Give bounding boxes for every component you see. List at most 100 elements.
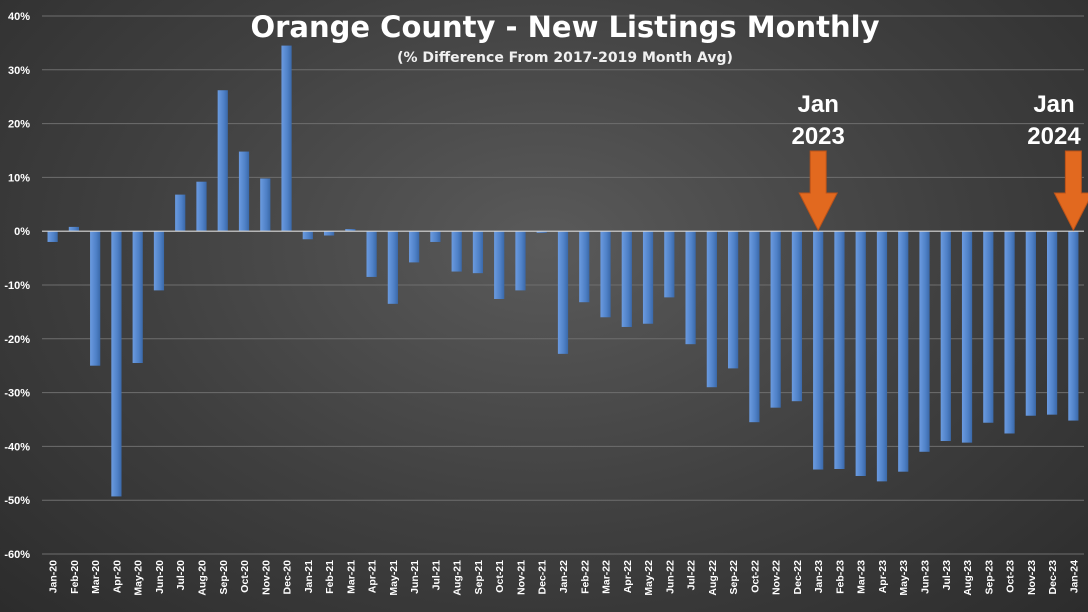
annotation-2023: Jan 2023 bbox=[791, 91, 845, 232]
x-tick-label: Aug-23 bbox=[962, 560, 974, 596]
bar-aug-22 bbox=[706, 231, 717, 388]
bar-aug-21 bbox=[451, 231, 462, 272]
y-tick-label: 30% bbox=[8, 65, 30, 77]
y-tick-label: 20% bbox=[8, 119, 30, 131]
bar-may-22 bbox=[642, 231, 654, 324]
bar-may-23 bbox=[898, 231, 909, 472]
bar-oct-23 bbox=[1004, 231, 1015, 434]
bar-feb-22 bbox=[579, 231, 590, 303]
x-tick-label: Oct-22 bbox=[749, 560, 761, 593]
x-tick-label: Mar-22 bbox=[601, 560, 613, 594]
bar-feb-23 bbox=[834, 231, 845, 469]
bar-oct-21 bbox=[494, 231, 505, 299]
annotation-label-year: 2024 bbox=[1027, 123, 1081, 150]
bar-mar-21 bbox=[345, 229, 356, 232]
x-tick-label: Jan-24 bbox=[1068, 560, 1080, 593]
bar-jan-23 bbox=[813, 231, 824, 470]
down-arrow-icon bbox=[1053, 150, 1088, 232]
bar-nov-20 bbox=[260, 178, 271, 232]
annotation-label-month: Jan bbox=[1033, 91, 1074, 118]
x-tick-label: Feb-20 bbox=[69, 560, 81, 594]
y-tick-label: -60% bbox=[4, 549, 30, 561]
x-tick-label: Dec-21 bbox=[537, 560, 549, 595]
annotation-label-month: Jan bbox=[798, 91, 839, 118]
bar-apr-21 bbox=[366, 231, 377, 277]
x-tick-label: Sep-23 bbox=[983, 560, 995, 595]
bar-nov-22 bbox=[770, 231, 781, 408]
bar-feb-20 bbox=[68, 226, 80, 232]
bar-jan-21 bbox=[302, 231, 313, 240]
x-tick-label: Jun-21 bbox=[409, 560, 421, 594]
y-tick-label: -40% bbox=[4, 441, 30, 453]
x-tick-label: Apr-21 bbox=[367, 560, 379, 593]
x-tick-label: Sep-22 bbox=[728, 560, 740, 595]
bar-jul-20 bbox=[175, 194, 186, 232]
y-tick-label: -20% bbox=[4, 334, 30, 346]
x-tick-label: Dec-22 bbox=[792, 560, 804, 595]
x-tick-label: Oct-20 bbox=[239, 560, 251, 593]
x-tick-label: Feb-21 bbox=[324, 560, 336, 594]
bar-jul-21 bbox=[430, 231, 441, 242]
bar-mar-23 bbox=[855, 231, 866, 476]
bar-jan-20 bbox=[47, 231, 58, 242]
x-tick-label: Sep-21 bbox=[473, 560, 485, 595]
x-tick-label: Oct-23 bbox=[1005, 560, 1017, 593]
bar-nov-21 bbox=[515, 231, 526, 291]
bar-apr-22 bbox=[621, 231, 632, 327]
bar-dec-21 bbox=[536, 231, 547, 233]
x-tick-label: Nov-22 bbox=[771, 560, 783, 595]
bar-sep-22 bbox=[728, 231, 739, 369]
bar-jul-23 bbox=[940, 231, 951, 442]
x-tick-label: May-20 bbox=[133, 560, 145, 596]
bar-sep-23 bbox=[983, 231, 994, 423]
annotations: Jan 2023 Jan 2024 bbox=[791, 91, 1088, 232]
x-tick-label: May-21 bbox=[388, 560, 400, 596]
bar-sep-20 bbox=[217, 90, 228, 232]
bar-aug-20 bbox=[196, 181, 207, 232]
x-tick-label: Jul-20 bbox=[175, 560, 187, 591]
bar-jan-24 bbox=[1068, 231, 1079, 421]
x-tick-label: Aug-20 bbox=[196, 560, 208, 596]
x-tick-label: Feb-23 bbox=[834, 560, 846, 594]
bar-mar-20 bbox=[90, 231, 101, 366]
x-tick-label: Apr-20 bbox=[111, 560, 123, 593]
x-tick-label: Jul-23 bbox=[941, 560, 953, 591]
bar-may-21 bbox=[387, 231, 398, 304]
chart-subtitle: (% Difference From 2017-2019 Month Avg) bbox=[397, 50, 733, 66]
bar-apr-23 bbox=[876, 231, 888, 482]
x-tick-label: Jan-22 bbox=[558, 560, 570, 593]
x-tick-label: Jul-22 bbox=[686, 560, 698, 591]
bar-apr-20 bbox=[111, 231, 122, 497]
annotation-2024: Jan 2024 bbox=[1027, 91, 1088, 232]
x-tick-label: Dec-23 bbox=[1047, 560, 1059, 595]
x-tick-label: Aug-22 bbox=[707, 560, 719, 596]
bar-jul-22 bbox=[685, 231, 696, 345]
bar-nov-23 bbox=[1025, 231, 1036, 416]
x-tick-label: Jan-23 bbox=[813, 560, 825, 593]
bar-jun-22 bbox=[664, 231, 675, 298]
bar-oct-22 bbox=[749, 231, 760, 423]
x-tick-label: Apr-22 bbox=[622, 560, 634, 593]
bars bbox=[47, 45, 1079, 497]
x-tick-label: May-23 bbox=[898, 560, 910, 596]
bar-may-20 bbox=[132, 231, 143, 364]
x-tick-label: Jul-21 bbox=[430, 560, 442, 591]
y-tick-label: 10% bbox=[8, 172, 30, 184]
bar-mar-22 bbox=[600, 231, 611, 318]
x-tick-label: Jan-21 bbox=[303, 560, 315, 593]
x-tick-label: Mar-20 bbox=[90, 560, 102, 594]
bar-dec-22 bbox=[791, 231, 803, 402]
x-tick-label: Nov-20 bbox=[260, 560, 272, 595]
x-tick-label: Nov-23 bbox=[1026, 560, 1038, 595]
x-tick-label: Jun-23 bbox=[920, 560, 932, 594]
x-tick-label: Nov-21 bbox=[515, 560, 527, 595]
bar-feb-21 bbox=[323, 231, 335, 236]
x-tick-label: May-22 bbox=[643, 560, 655, 596]
x-tick-label: Oct-21 bbox=[494, 560, 506, 593]
bar-jun-23 bbox=[919, 231, 930, 452]
down-arrow-icon bbox=[798, 150, 839, 232]
x-axis-ticks: Jan-20 Feb-20 Mar-20 Apr-20 May-20 Jun-20 Jul-… bbox=[48, 560, 1081, 596]
y-tick-label: -50% bbox=[4, 495, 30, 507]
x-tick-label: Jun-20 bbox=[154, 560, 166, 594]
x-tick-label: Dec-20 bbox=[282, 560, 294, 595]
